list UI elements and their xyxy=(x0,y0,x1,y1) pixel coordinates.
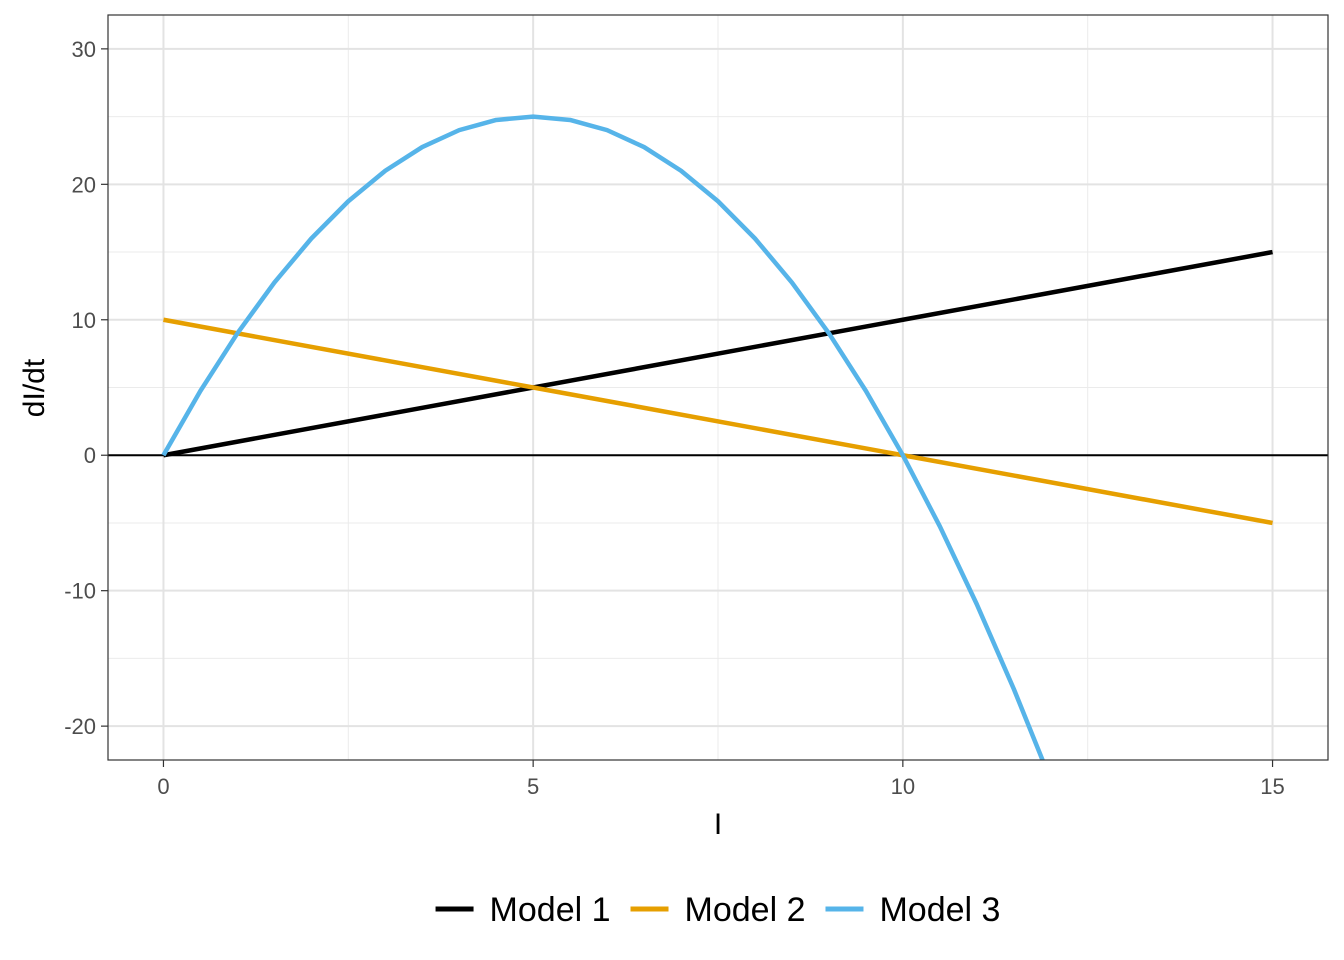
y-axis-title: dI/dt xyxy=(18,358,51,417)
y-tick-label: 10 xyxy=(72,308,96,333)
y-tick-label: -20 xyxy=(64,714,96,739)
legend-item-model-2: Model 2 xyxy=(630,891,806,929)
minor-gridlines xyxy=(108,15,1328,760)
y-tick-label: 20 xyxy=(72,172,96,197)
axis-ticks xyxy=(101,48,1274,767)
legend-item-model-3: Model 3 xyxy=(825,891,1000,929)
y-tick-label: 0 xyxy=(84,443,96,468)
series-line-model-1 xyxy=(163,249,1273,458)
series-line-model-2 xyxy=(163,317,1273,526)
series-layer xyxy=(108,114,1328,760)
y-tick-label: 30 xyxy=(72,37,96,62)
legend-label: Model 2 xyxy=(685,891,806,929)
series-line-model-3 xyxy=(161,114,1045,760)
x-tick-label: 5 xyxy=(527,774,539,799)
x-tick-label: 0 xyxy=(157,774,169,799)
legend-label: Model 1 xyxy=(490,891,611,929)
x-axis-title: I xyxy=(714,808,722,841)
x-tick-label: 15 xyxy=(1260,774,1284,799)
panel-border xyxy=(107,14,1329,761)
tick-labels: 0 5 10 15 -20 -10 0 10 20 30 xyxy=(64,37,1285,799)
y-tick-label: -10 xyxy=(64,579,96,604)
x-tick-label: 10 xyxy=(891,774,915,799)
legend-label: Model 3 xyxy=(879,891,1000,929)
legend: Model 1 Model 2 Model 3 xyxy=(435,891,1000,929)
legend-item-model-1: Model 1 xyxy=(435,891,611,929)
